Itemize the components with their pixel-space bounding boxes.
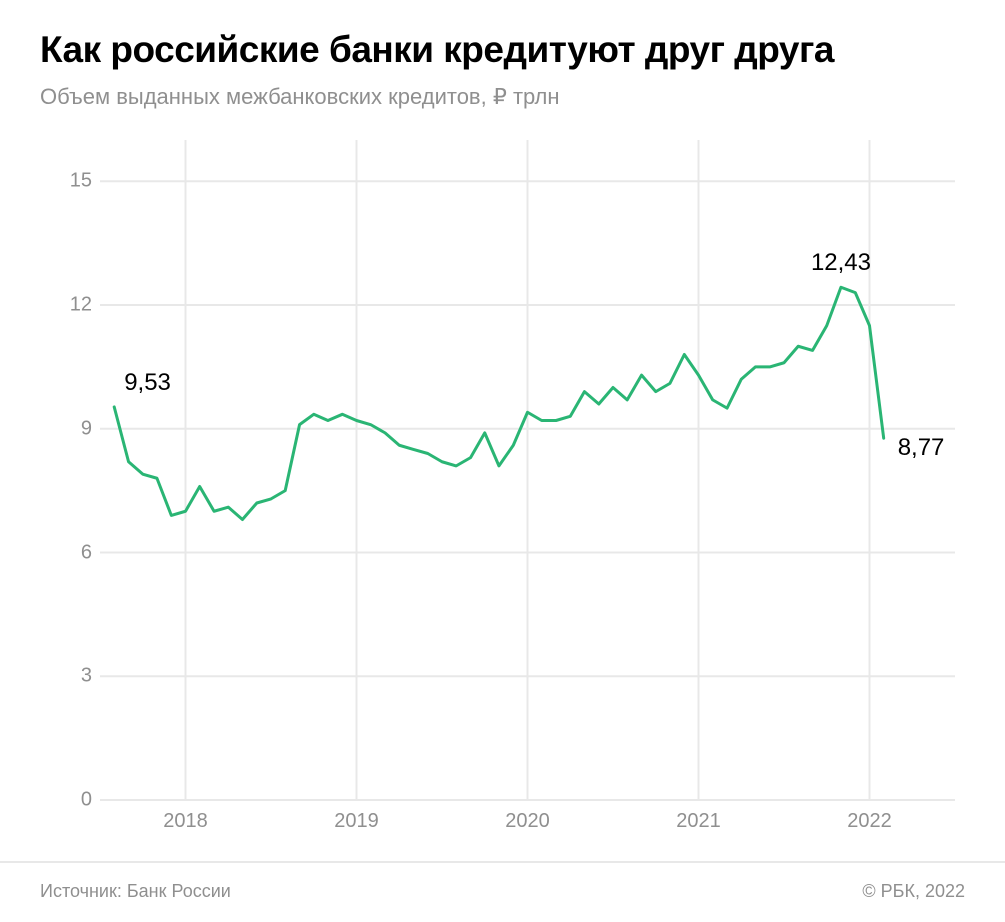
line-series — [100, 140, 955, 800]
x-tick-label: 2018 — [163, 800, 208, 833]
y-tick-label: 3 — [40, 665, 100, 688]
chart-area: 0 3 6 9 12 15 2018 2019 2020 2021 2022 9,53 12,43 8,7… — [40, 130, 965, 830]
data-point-label: 12,43 — [811, 249, 871, 277]
data-point-label: 9,53 — [124, 369, 171, 397]
data-point-label: 8,77 — [898, 434, 945, 462]
source-text: Источник: Банк России — [40, 881, 231, 902]
chart-title: Как российские банки кредитуют друг друг… — [40, 28, 965, 72]
y-tick-label: 12 — [40, 294, 100, 317]
y-tick-label: 9 — [40, 417, 100, 440]
y-tick-label: 15 — [40, 170, 100, 193]
chart-subtitle: Объем выданных межбанковских кредитов, ₽… — [40, 84, 965, 110]
copyright-text: © РБК, 2022 — [862, 881, 965, 902]
y-tick-label: 0 — [40, 789, 100, 812]
x-tick-label: 2021 — [676, 800, 721, 833]
chart-footer: Источник: Банк России © РБК, 2022 — [0, 861, 1005, 922]
y-tick-label: 6 — [40, 541, 100, 564]
x-tick-label: 2019 — [334, 800, 379, 833]
x-tick-label: 2022 — [847, 800, 892, 833]
x-tick-label: 2020 — [505, 800, 550, 833]
